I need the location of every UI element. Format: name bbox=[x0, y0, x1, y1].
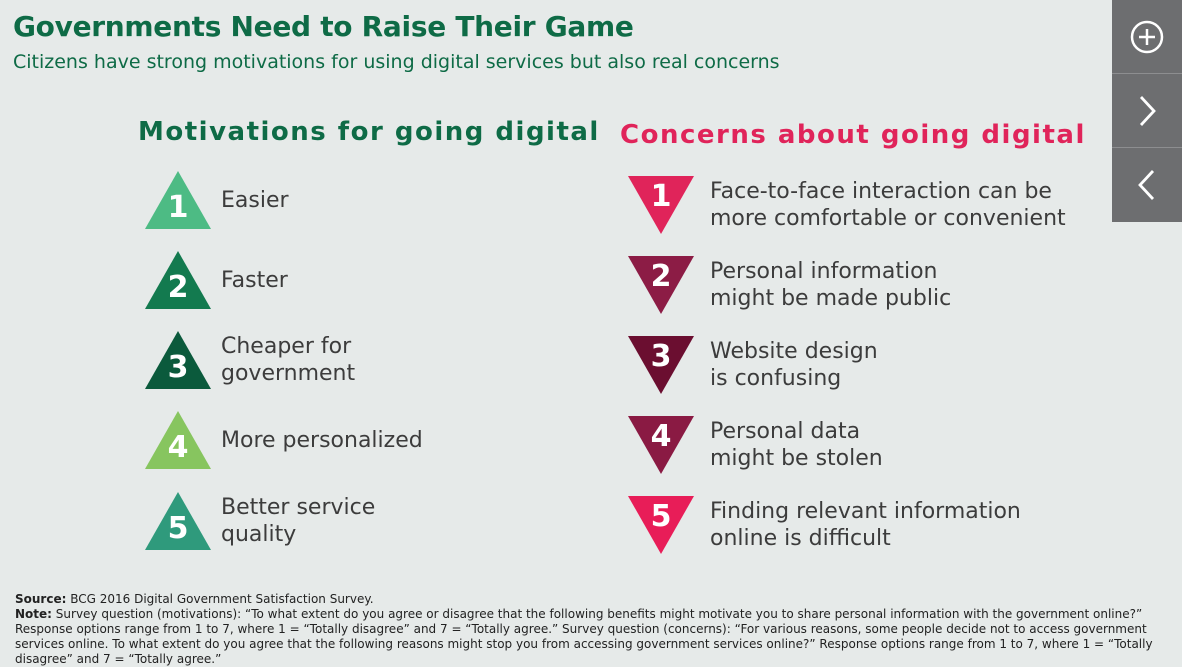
motivation-label: Easier bbox=[221, 187, 289, 213]
motivation-label: Cheaper for government bbox=[221, 334, 356, 386]
concern-number: 4 bbox=[650, 419, 672, 454]
chevron-right-icon bbox=[1139, 95, 1156, 126]
concern-label: Personal data might be stolen bbox=[710, 419, 883, 471]
concern-number: 1 bbox=[650, 179, 672, 214]
concern-number: 2 bbox=[650, 259, 672, 294]
motivation-number: 3 bbox=[167, 350, 189, 385]
triangle-up-icon bbox=[145, 171, 211, 229]
triangle-down-icon bbox=[628, 176, 694, 234]
triangle-down-icon bbox=[628, 496, 694, 554]
concerns-heading: Concerns about going digital bbox=[620, 120, 1086, 150]
page-title: Governments Need to Raise Their Game bbox=[13, 10, 634, 43]
motivation-number: 4 bbox=[167, 430, 189, 465]
concern-label: Finding relevant information online is d… bbox=[710, 499, 1021, 551]
note-label: Note: bbox=[15, 607, 52, 621]
motivation-label: Better service quality bbox=[221, 495, 376, 547]
concern-label: Personal information might be made publi… bbox=[710, 259, 952, 311]
motivations-heading: Motivations for going digital bbox=[138, 117, 600, 147]
side-toolbar bbox=[1112, 0, 1182, 222]
triangle-down-icon bbox=[628, 256, 694, 314]
previous-button[interactable] bbox=[1112, 148, 1182, 221]
concern-number: 5 bbox=[650, 499, 672, 534]
triangle-down-icon bbox=[628, 336, 694, 394]
next-button[interactable] bbox=[1112, 74, 1182, 147]
source-line: Source: BCG 2016 Digital Government Sati… bbox=[15, 592, 1165, 607]
expand-button[interactable] bbox=[1112, 0, 1182, 73]
source-label: Source: bbox=[15, 592, 67, 606]
motivation-label: Faster bbox=[221, 267, 288, 293]
triangle-down-icon bbox=[628, 416, 694, 474]
toolbar-divider bbox=[1112, 147, 1182, 148]
source-text: BCG 2016 Digital Government Satisfaction… bbox=[66, 592, 374, 606]
note-line: Note: Survey question (motivations): “To… bbox=[15, 607, 1165, 667]
motivation-number: 5 bbox=[167, 511, 189, 546]
concern-number: 3 bbox=[650, 339, 672, 374]
chevron-left-icon bbox=[1138, 169, 1155, 200]
motivation-number: 1 bbox=[167, 190, 189, 225]
triangle-up-icon bbox=[145, 492, 211, 550]
plus-circle-icon bbox=[1130, 20, 1164, 53]
triangle-up-icon bbox=[145, 251, 211, 309]
concern-label: Website design is confusing bbox=[710, 339, 878, 391]
note-text: Survey question (motivations): “To what … bbox=[15, 607, 1153, 666]
toolbar-divider bbox=[1112, 73, 1182, 74]
triangle-up-icon bbox=[145, 411, 211, 469]
motivation-number: 2 bbox=[167, 270, 189, 305]
motivation-label: More personalized bbox=[221, 427, 423, 453]
page-subtitle: Citizens have strong motivations for usi… bbox=[13, 51, 780, 73]
triangle-up-icon bbox=[145, 331, 211, 389]
concern-label: Face-to-face interaction can be more com… bbox=[710, 179, 1066, 231]
footnote: Source: BCG 2016 Digital Government Sati… bbox=[15, 592, 1165, 667]
